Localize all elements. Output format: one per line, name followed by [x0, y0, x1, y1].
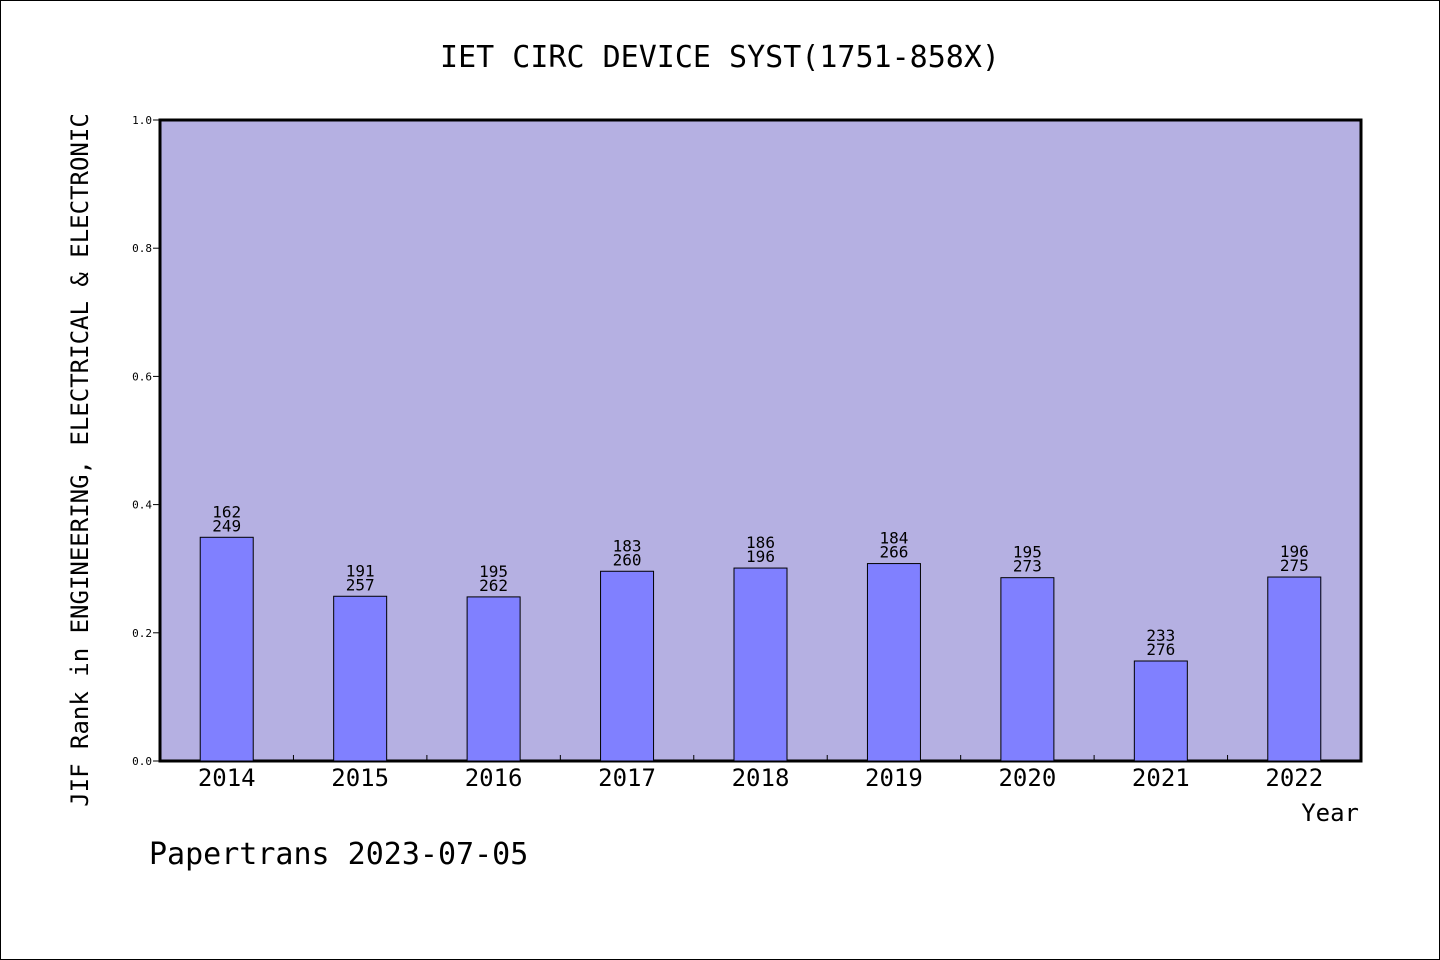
bar-label-bottom: 257 [346, 575, 375, 594]
bar-2014 [199, 536, 254, 762]
bar-2020 [1000, 577, 1055, 762]
bar-label-bottom: 266 [879, 543, 908, 562]
x-tick-label: 2016 [465, 764, 523, 792]
bar-2019 [866, 563, 921, 762]
x-tick-label: 2021 [1132, 764, 1190, 792]
y-tick-label: 1.0 [132, 114, 152, 127]
bar-label-top: 183 [613, 536, 642, 555]
x-tick-label: 2022 [1265, 764, 1323, 792]
y-axis-ticks: 0.0 0.2 0.4 0.6 0.8 1.0 [132, 114, 160, 768]
y-tick-label: 0.8 [132, 242, 152, 255]
y-axis-label: JIF Rank in ENGINEERING, ELECTRICAL & EL… [66, 113, 94, 807]
bar-label-top: 195 [1013, 543, 1042, 562]
bar-label-bottom: 275 [1280, 556, 1309, 575]
x-tick-label: 2017 [598, 764, 656, 792]
bar-label-top: 186 [746, 533, 775, 552]
bar-label-top: 233 [1146, 626, 1175, 645]
bar-label-top: 162 [212, 502, 241, 521]
y-tick-label: 0.0 [132, 755, 152, 768]
bar-label-top: 195 [479, 562, 508, 581]
bar-label-bottom: 273 [1013, 557, 1042, 576]
bar-label-bottom: 276 [1146, 640, 1175, 659]
x-tick-label: 2015 [331, 764, 389, 792]
bar-2021 [1133, 660, 1188, 762]
x-axis-label: Year [1301, 799, 1359, 827]
y-tick-label: 0.6 [132, 370, 152, 383]
x-tick-label: 2018 [732, 764, 790, 792]
bar-2016 [466, 596, 521, 762]
bar-label-bottom: 249 [212, 516, 241, 535]
footer-caption: Papertrans 2023-07-05 [149, 837, 528, 872]
bar-label-bottom: 196 [746, 547, 775, 566]
bar-label-top: 196 [1280, 542, 1309, 561]
x-tick-label: 2014 [198, 764, 256, 792]
y-tick-label: 0.2 [132, 627, 152, 640]
y-tick-label: 0.4 [132, 499, 152, 512]
x-tick-label: 2019 [865, 764, 923, 792]
bar-label-bottom: 262 [479, 576, 508, 595]
bar-2017 [600, 570, 655, 762]
bar-label-top: 184 [879, 529, 908, 548]
bar-label-top: 191 [346, 561, 375, 580]
x-tick-label: 2020 [998, 764, 1056, 792]
x-axis-ticks: 2014 2015 2016 2017 2018 2019 2020 2021 2022 [198, 755, 1323, 792]
bar-label-bottom: 260 [613, 550, 642, 569]
bar-2015 [333, 595, 388, 762]
bar-2018 [733, 567, 788, 762]
chart-title: IET CIRC DEVICE SYST(1751-858X) [440, 40, 1000, 75]
bar-2022 [1267, 576, 1322, 762]
